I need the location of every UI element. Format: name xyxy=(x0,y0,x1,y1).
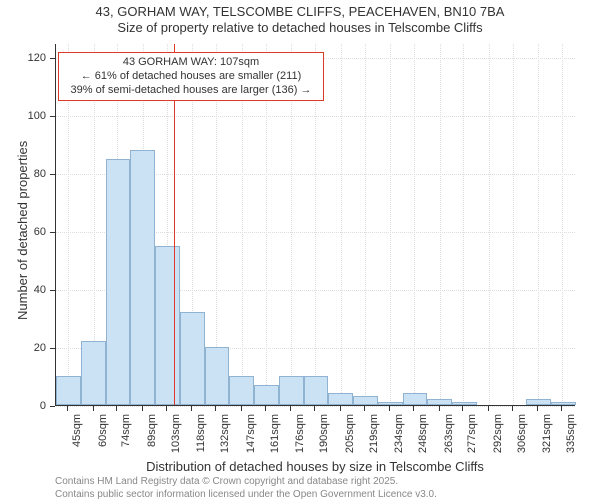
x-tick-label: 161sqm xyxy=(269,414,281,464)
annotation-line1: 43 GORHAM WAY: 107sqm xyxy=(62,56,320,70)
x-tick-mark xyxy=(191,406,192,411)
x-tick-label: 321sqm xyxy=(541,414,553,464)
y-tick-label: 80 xyxy=(0,168,46,180)
histogram-bar xyxy=(254,385,279,405)
histogram-bar xyxy=(229,376,254,405)
y-tick-mark xyxy=(50,58,55,59)
property-size-chart: 43, GORHAM WAY, TELSCOMBE CLIFFS, PEACEH… xyxy=(0,0,600,500)
grid-line-v xyxy=(390,44,391,405)
credits-line2: Contains public sector information licen… xyxy=(55,489,437,501)
x-tick-label: 74sqm xyxy=(120,414,132,464)
grid-line-v xyxy=(562,44,563,405)
grid-line-v xyxy=(414,44,415,405)
x-tick-mark xyxy=(290,406,291,411)
chart-title-line2: Size of property relative to detached ho… xyxy=(0,20,600,36)
x-tick-mark xyxy=(215,406,216,411)
y-tick-label: 20 xyxy=(0,342,46,354)
x-tick-label: 45sqm xyxy=(71,414,83,464)
x-tick-mark xyxy=(241,406,242,411)
x-tick-mark xyxy=(488,406,489,411)
grid-line-v xyxy=(365,44,366,405)
x-tick-label: 103sqm xyxy=(170,414,182,464)
y-tick-label: 120 xyxy=(0,52,46,64)
histogram-bar xyxy=(452,402,477,405)
y-tick-mark xyxy=(50,116,55,117)
histogram-bar xyxy=(81,341,106,405)
x-tick-mark xyxy=(67,406,68,411)
x-tick-label: 89sqm xyxy=(146,414,158,464)
x-tick-mark xyxy=(166,406,167,411)
y-tick-label: 60 xyxy=(0,226,46,238)
x-tick-label: 292sqm xyxy=(492,414,504,464)
grid-line-v xyxy=(440,44,441,405)
x-tick-mark xyxy=(462,406,463,411)
histogram-bar xyxy=(378,402,403,405)
x-tick-label: 277sqm xyxy=(466,414,478,464)
histogram-bar xyxy=(155,246,180,405)
histogram-bar xyxy=(551,402,576,405)
x-tick-label: 176sqm xyxy=(294,414,306,464)
y-tick-mark xyxy=(50,174,55,175)
x-tick-mark xyxy=(389,406,390,411)
x-tick-label: 60sqm xyxy=(97,414,109,464)
histogram-bar xyxy=(427,399,452,405)
credits: Contains HM Land Registry data © Crown c… xyxy=(55,476,437,501)
x-tick-label: 263sqm xyxy=(443,414,455,464)
x-tick-label: 190sqm xyxy=(318,414,330,464)
x-tick-label: 248sqm xyxy=(417,414,429,464)
y-tick-mark xyxy=(50,348,55,349)
y-tick-label: 100 xyxy=(0,110,46,122)
x-tick-label: 132sqm xyxy=(219,414,231,464)
chart-title-line1: 43, GORHAM WAY, TELSCOMBE CLIFFS, PEACEH… xyxy=(0,0,600,20)
histogram-bar xyxy=(279,376,304,405)
x-tick-mark xyxy=(314,406,315,411)
annotation-line2: ← 61% of detached houses are smaller (21… xyxy=(62,70,320,84)
grid-line-v xyxy=(513,44,514,405)
x-tick-mark xyxy=(537,406,538,411)
x-tick-label: 234sqm xyxy=(393,414,405,464)
histogram-bar xyxy=(328,393,353,405)
x-tick-mark xyxy=(561,406,562,411)
annotation-box: 43 GORHAM WAY: 107sqm← 61% of detached h… xyxy=(58,52,324,101)
credits-line1: Contains HM Land Registry data © Crown c… xyxy=(55,476,437,489)
x-tick-mark xyxy=(340,406,341,411)
x-tick-label: 219sqm xyxy=(368,414,380,464)
y-tick-mark xyxy=(50,290,55,291)
x-tick-label: 118sqm xyxy=(195,414,207,464)
x-tick-label: 205sqm xyxy=(344,414,356,464)
x-tick-mark xyxy=(512,406,513,411)
histogram-bar xyxy=(180,312,205,405)
x-tick-mark xyxy=(116,406,117,411)
grid-line-v xyxy=(463,44,464,405)
x-tick-mark xyxy=(439,406,440,411)
grid-line-h xyxy=(56,406,575,407)
x-tick-mark xyxy=(93,406,94,411)
grid-line-v xyxy=(489,44,490,405)
x-tick-mark xyxy=(413,406,414,411)
histogram-bar xyxy=(205,347,230,405)
histogram-bar xyxy=(106,159,131,405)
histogram-bar xyxy=(403,393,428,405)
x-tick-label: 306sqm xyxy=(516,414,528,464)
histogram-bar xyxy=(353,396,378,405)
y-tick-label: 40 xyxy=(0,284,46,296)
plot-area: 43 GORHAM WAY: 107sqm← 61% of detached h… xyxy=(55,44,575,406)
annotation-line3: 39% of semi-detached houses are larger (… xyxy=(62,84,320,98)
x-tick-mark xyxy=(265,406,266,411)
x-tick-mark xyxy=(364,406,365,411)
y-tick-mark xyxy=(50,406,55,407)
x-tick-mark xyxy=(142,406,143,411)
x-tick-label: 147sqm xyxy=(245,414,257,464)
histogram-bar xyxy=(304,376,329,405)
histogram-bar xyxy=(56,376,81,405)
grid-line-v xyxy=(341,44,342,405)
grid-line-v xyxy=(538,44,539,405)
histogram-bar xyxy=(130,150,155,405)
y-tick-mark xyxy=(50,232,55,233)
histogram-bar xyxy=(526,399,551,405)
y-tick-label: 0 xyxy=(0,400,46,412)
x-tick-label: 335sqm xyxy=(565,414,577,464)
